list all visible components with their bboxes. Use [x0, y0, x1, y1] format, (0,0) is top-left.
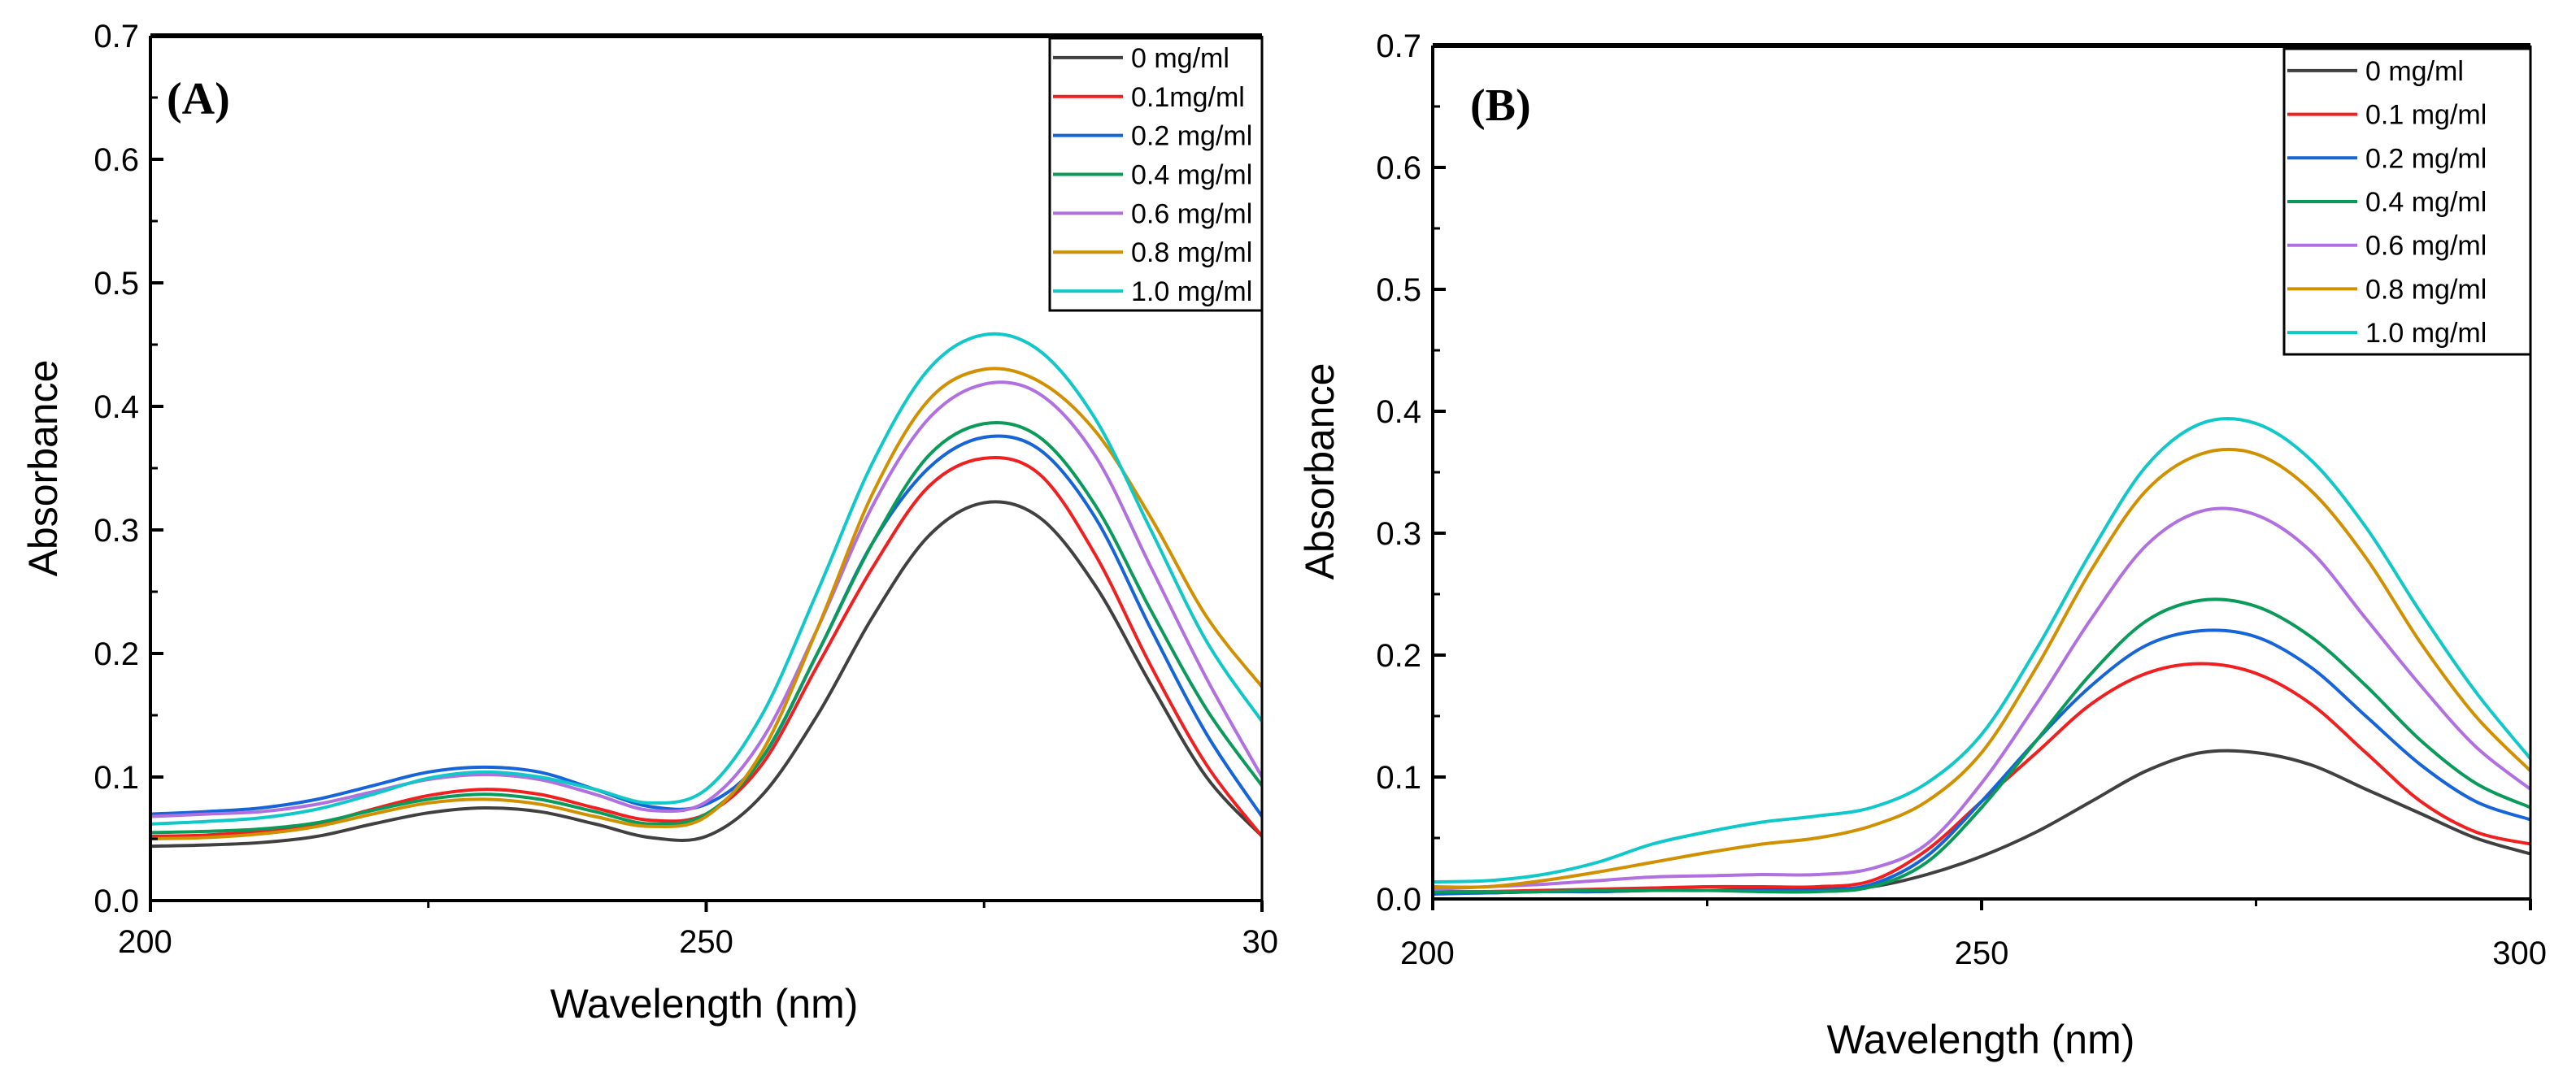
y-axis-label-b: Absorbance [1297, 363, 1342, 580]
series-line-b-6 [1432, 416, 2532, 883]
legend-label-a: 1.0 mg/ml [1131, 276, 1252, 307]
legend-label-b: 0.6 mg/ml [2365, 231, 2487, 262]
series-line-b-4 [1432, 506, 2532, 891]
series-line-b-3 [1433, 597, 2531, 894]
chart-panel-b: (B) Wavelength (nm) Absorbance 0.0 0.1 0.2… [1297, 28, 2547, 1062]
x-tick-label-a: 30 [1242, 924, 1279, 960]
x-tick-label-a: 250 [679, 924, 733, 960]
x-tick-label-b: 200 [1400, 936, 1455, 971]
legend-label-a: 0.8 mg/ml [1131, 237, 1252, 268]
series-line-b-1 [1432, 662, 2531, 895]
panel-label-b: (B) [1470, 80, 1531, 131]
series-line-b-2 [1432, 628, 2531, 896]
panel-label-a: (A) [167, 74, 230, 124]
series-line-a-4 [150, 380, 1264, 818]
x-tick-label-a: 200 [118, 924, 172, 960]
series-line-a-5 [150, 367, 1264, 840]
y-tick-label-a: 0.0 [94, 883, 139, 919]
series-line-a-1 [150, 456, 1264, 838]
x-axis-label-b: Wavelength (nm) [1827, 1017, 2135, 1062]
legend-label-b: 0 mg/ml [2365, 56, 2464, 87]
y-tick-label-a: 0.1 [94, 760, 139, 796]
y-tick-label-a: 0.5 [94, 266, 139, 302]
legend-label-b: 0.2 mg/ml [2365, 143, 2487, 174]
legend-label-b: 1.0 mg/ml [2365, 318, 2487, 349]
x-tick-label-b: 300 [2492, 936, 2547, 971]
legend-label-a: 0.1mg/ml [1131, 82, 1245, 113]
legend-label-a: 0.6 mg/ml [1131, 198, 1252, 229]
legend-label-b: 0.8 mg/ml [2365, 274, 2487, 305]
legend-a: 0 mg/ml 0.1mg/ml 0.2 mg/ml 0.4 mg/ml 0.6 mg/… [1048, 37, 1264, 312]
series-line-b-5 [1432, 447, 2532, 889]
legend-label-a: 0 mg/ml [1131, 43, 1229, 74]
legend-label-b: 0.1 mg/ml [2365, 100, 2487, 131]
series-line-a-0 [150, 500, 1264, 849]
series-line-a-3 [150, 420, 1264, 835]
y-axis-label-a: Absorbance [20, 360, 66, 577]
y-tick-label-b: 0.0 [1376, 882, 1421, 918]
legend-label-b: 0.4 mg/ml [2365, 187, 2487, 218]
x-tick-label-b: 250 [1955, 936, 2009, 971]
legend-label-a: 0.4 mg/ml [1131, 160, 1252, 191]
y-tick-label-b: 0.5 [1376, 272, 1421, 308]
legend-b: 0 mg/ml 0.1 mg/ml 0.2 mg/ml 0.4 mg/ml 0.6 mg… [2282, 47, 2532, 356]
x-axis-label-a: Wavelength (nm) [550, 981, 859, 1027]
y-tick-label-a: 0.3 [94, 513, 139, 549]
series-line-a-2 [150, 434, 1264, 818]
y-tick-label-b: 0.3 [1376, 516, 1421, 552]
y-tick-label-a: 0.4 [94, 389, 139, 425]
y-tick-label-a: 0.7 [94, 19, 139, 54]
chart-panel-a: (A) Wavelength (nm) Absorbance 0.0 0.1 0.2… [20, 19, 1278, 1027]
y-tick-label-b: 0.1 [1376, 760, 1421, 796]
y-tick-label-b: 0.4 [1376, 394, 1421, 430]
legend-label-a: 0.2 mg/ml [1131, 121, 1252, 152]
y-tick-label-b: 0.6 [1376, 150, 1421, 186]
y-tick-label-b: 0.2 [1376, 638, 1421, 674]
series-line-a-6 [150, 332, 1264, 826]
y-tick-label-a: 0.6 [94, 142, 139, 178]
y-tick-label-b: 0.7 [1376, 28, 1421, 64]
y-tick-label-a: 0.2 [94, 636, 139, 672]
